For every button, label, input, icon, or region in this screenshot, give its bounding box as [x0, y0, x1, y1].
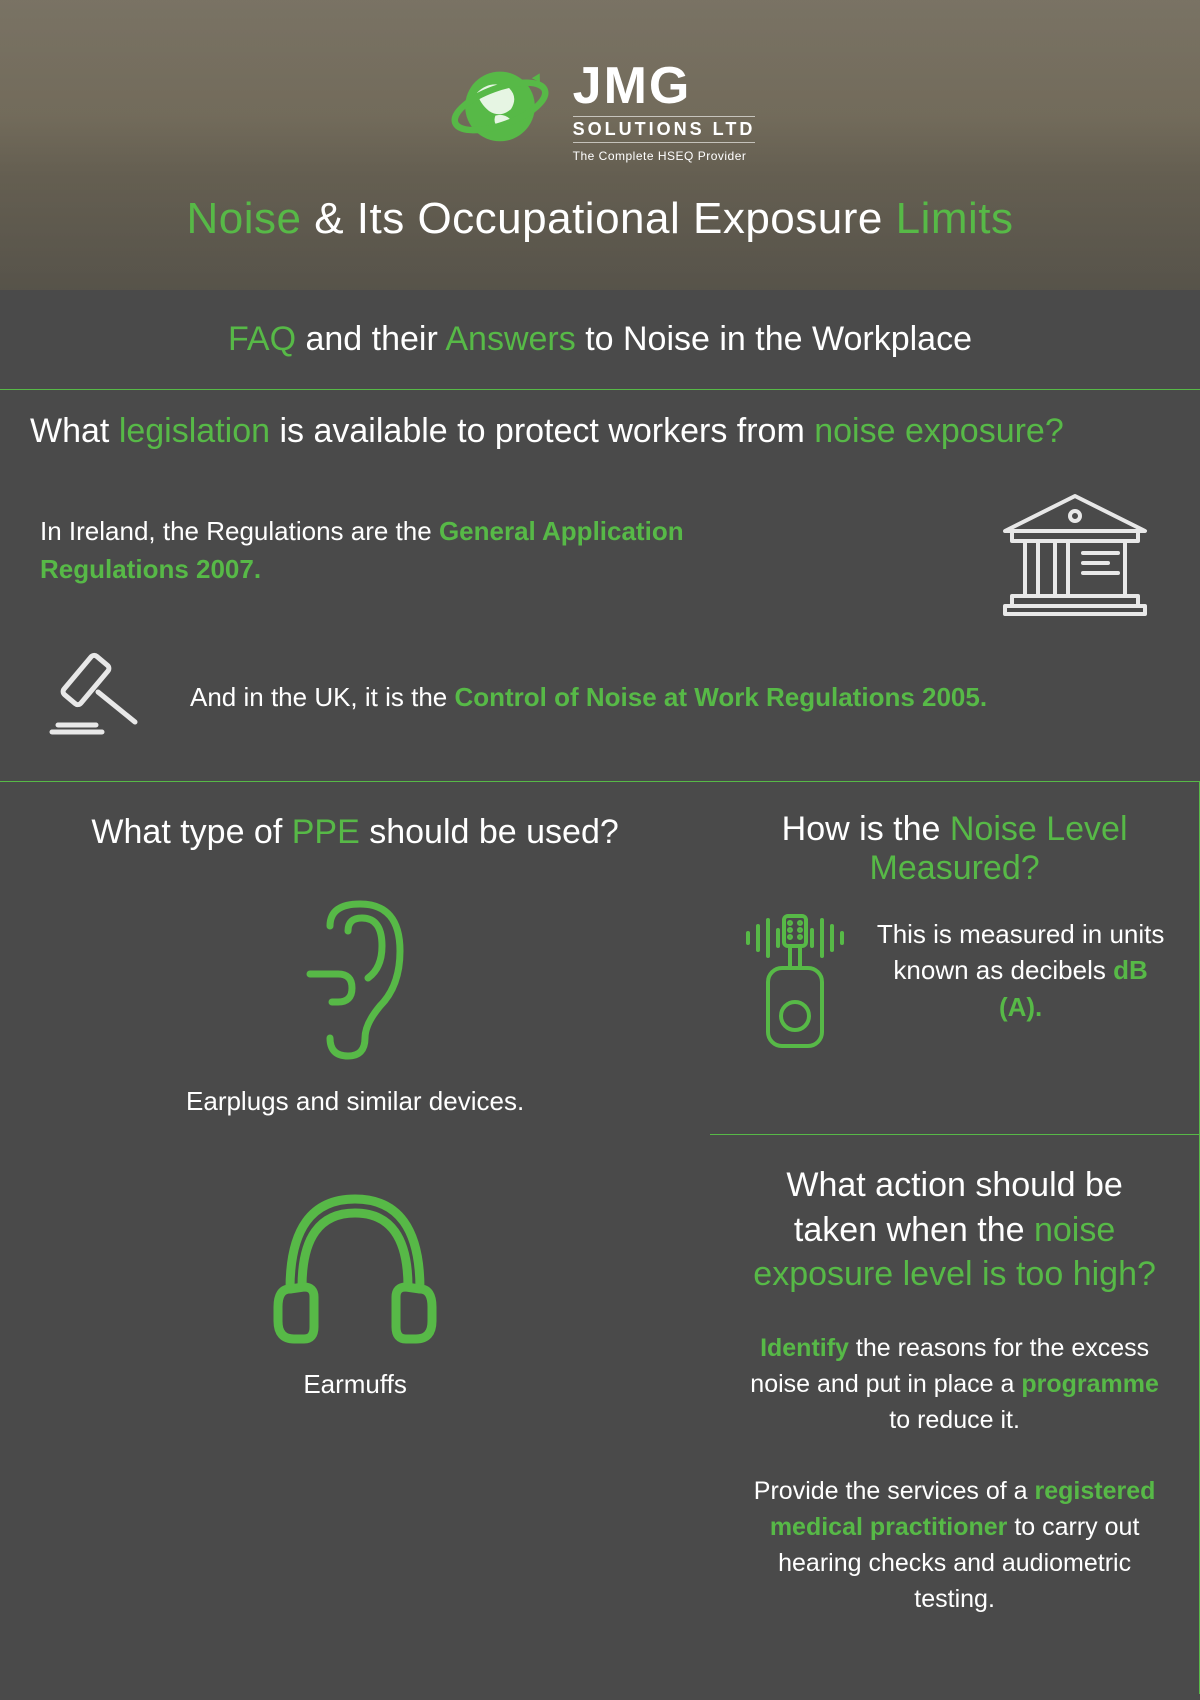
faq-answer-2: Provide the services of a registered med… [740, 1473, 1169, 1618]
logo-row: JMG SOLUTIONS LTD The Complete HSEQ Prov… [445, 56, 756, 166]
faq-answer-uk: And in the UK, it is the Control of Nois… [190, 682, 987, 713]
ppe-label: Earmuffs [30, 1367, 680, 1402]
brand-sub: SOLUTIONS LTD [573, 116, 756, 143]
page-title: Noise & Its Occupational Exposure Limits [186, 194, 1013, 244]
faq-answer-1: Identify the reasons for the excess nois… [740, 1330, 1169, 1439]
faq-grid: How is the Noise Level Measured? [0, 782, 1200, 1694]
faq-action: What action should be taken when the noi… [710, 1135, 1200, 1694]
ear-icon [30, 896, 680, 1066]
brand-tagline: The Complete HSEQ Provider [573, 149, 756, 163]
ppe-earplugs: Earplugs and similar devices. [30, 896, 680, 1119]
ppe-earmuffs: Earmuffs [30, 1179, 680, 1402]
globe-logo-icon [445, 56, 555, 166]
faq-measurement: How is the Noise Level Measured? [710, 782, 1200, 1135]
subtitle-bar: FAQ and their Answers to Noise in the Wo… [0, 290, 1200, 390]
brand-name: JMG [573, 60, 756, 112]
faq-question: What type of PPE should be used? [30, 810, 680, 856]
faq-question: How is the Noise Level Measured? [740, 810, 1169, 888]
sound-meter-icon [740, 908, 850, 1058]
faq-answer-ireland: In Ireland, the Regulations are the Gene… [40, 513, 800, 588]
hero-banner: JMG SOLUTIONS LTD The Complete HSEQ Prov… [0, 0, 1200, 290]
faq-answer: This is measured in units known as decib… [872, 908, 1169, 1025]
building-icon [990, 481, 1160, 621]
faq-question: What action should be taken when the noi… [740, 1163, 1169, 1296]
brand-text: JMG SOLUTIONS LTD The Complete HSEQ Prov… [573, 60, 756, 163]
headphones-icon [30, 1179, 680, 1349]
gavel-icon [40, 647, 160, 747]
faq-ppe: What type of PPE should be used? Earplug… [0, 782, 710, 1694]
faq-legislation: What legislation is available to protect… [0, 390, 1200, 782]
ppe-label: Earplugs and similar devices. [30, 1084, 680, 1119]
faq-question: What legislation is available to protect… [30, 412, 1170, 451]
